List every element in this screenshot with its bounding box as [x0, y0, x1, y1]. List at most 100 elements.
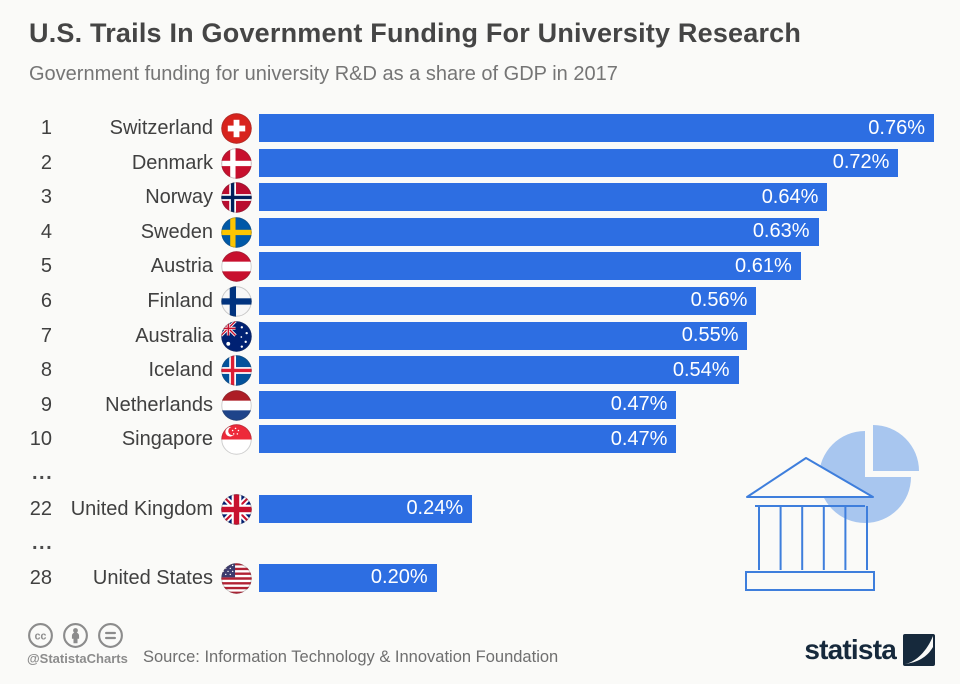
source-note: Source: Information Technology & Innovat… — [143, 648, 559, 666]
bar-track: 0.61% — [259, 252, 934, 281]
value-label: 0.47% — [610, 427, 668, 450]
chart-row: 5 Austria 0.61% — [0, 251, 960, 283]
netherlands-flag-icon — [221, 390, 252, 421]
austria-flag-icon — [221, 251, 252, 283]
statista-logo-text: statista — [804, 634, 896, 665]
rank-label: 5 — [40, 255, 52, 278]
chart-row: 1 Switzerland 0.76% — [0, 113, 960, 144]
chart-row: 2 Denmark 0.72% — [0, 147, 960, 179]
value-bar: 0.54% — [259, 356, 739, 385]
rank-label: 28 — [29, 566, 52, 589]
page-title: U.S. Trails In Government Funding For Un… — [29, 18, 802, 48]
page-subtitle: Government funding for university R&D as… — [29, 63, 618, 85]
rank-label: 22 — [29, 497, 52, 520]
norway-flag-icon — [221, 182, 252, 213]
ellipsis-row: ... — [0, 529, 960, 557]
rank-label: 6 — [40, 289, 52, 312]
value-label: 0.72% — [832, 151, 890, 174]
svg-text:cc: cc — [35, 630, 47, 642]
rank-label: 9 — [40, 393, 52, 416]
chart-row: 7 Australia 0.55% — [0, 320, 960, 352]
country-label: Sweden — [140, 220, 213, 243]
value-bar: 0.47% — [259, 390, 677, 419]
bar-track: 0.54% — [259, 356, 934, 385]
chart-row: 28 United States 0.20% — [0, 563, 960, 594]
cc-icon: cc — [28, 623, 53, 648]
bar-track: 0.63% — [259, 217, 934, 246]
bar-track: 0.64% — [259, 183, 934, 212]
value-label: 0.20% — [370, 566, 428, 589]
rank-label: 7 — [40, 324, 52, 347]
chart-row: 8 Iceland 0.54% — [0, 355, 960, 386]
country-label: Australia — [135, 324, 213, 347]
cc-license-badges: cc — [27, 622, 124, 649]
value-label: 0.47% — [610, 393, 668, 416]
bar-track: 0.20% — [259, 563, 934, 592]
value-bar: 0.56% — [259, 286, 757, 315]
attribution-icon — [63, 623, 88, 648]
value-label: 0.56% — [690, 289, 748, 312]
statista-logo-mark-icon — [903, 634, 935, 666]
united-kingdom-flag-icon — [221, 493, 252, 525]
singapore-flag-icon — [221, 424, 252, 456]
finland-flag-icon — [221, 286, 252, 317]
rank-label: 10 — [29, 428, 52, 451]
no-derivatives-icon — [98, 623, 123, 648]
chart-row: 4 Sweden 0.63% — [0, 217, 960, 248]
value-bar: 0.76% — [259, 114, 934, 142]
ellipsis-label: ... — [32, 531, 54, 554]
country-label: United States — [92, 566, 213, 589]
bar-track: 0.24% — [259, 494, 934, 523]
country-label: Norway — [145, 186, 213, 209]
denmark-flag-icon — [221, 147, 252, 179]
country-label: Switzerland — [109, 117, 213, 139]
country-label: Singapore — [121, 428, 213, 451]
rank-label: 1 — [40, 117, 52, 139]
value-bar: 0.72% — [259, 148, 899, 177]
rank-label: 3 — [40, 186, 52, 209]
country-label: Finland — [147, 289, 213, 312]
value-bar: 0.24% — [259, 494, 473, 523]
value-label: 0.64% — [761, 185, 819, 208]
united-states-flag-icon — [221, 563, 252, 594]
value-label: 0.61% — [735, 254, 792, 277]
value-label: 0.76% — [868, 116, 925, 139]
country-label: Netherlands — [105, 393, 213, 416]
chart-row: 6 Finland 0.56% — [0, 286, 960, 317]
value-label: 0.63% — [752, 220, 810, 243]
bar-track: 0.56% — [259, 286, 934, 315]
statista-logo: statista — [804, 634, 935, 666]
value-bar: 0.61% — [259, 252, 801, 281]
value-bar: 0.63% — [259, 217, 819, 246]
australia-flag-icon — [221, 320, 252, 352]
iceland-flag-icon — [221, 355, 252, 386]
value-label: 0.24% — [406, 497, 464, 520]
country-label: Iceland — [148, 359, 214, 382]
rank-label: 4 — [40, 220, 52, 243]
sweden-flag-icon — [221, 217, 252, 248]
country-label: Denmark — [131, 151, 213, 174]
value-bar: 0.20% — [259, 563, 437, 592]
value-bar: 0.47% — [259, 425, 677, 454]
bar-track: 0.47% — [259, 425, 934, 454]
chart-row: 9 Netherlands 0.47% — [0, 390, 960, 421]
bar-track: 0.47% — [259, 390, 934, 419]
ellipsis-row: ... — [0, 460, 960, 488]
ellipsis-label: ... — [32, 462, 54, 485]
bar-track: 0.72% — [259, 148, 934, 177]
country-label: United Kingdom — [70, 497, 213, 520]
statista-charts-handle: @StatistaCharts — [27, 651, 128, 666]
bar-chart: 1 Switzerland 0.76% 2 Denmark 0.72% 3 No… — [0, 113, 960, 598]
bar-track: 0.76% — [259, 114, 934, 142]
switzerland-flag-icon — [221, 113, 252, 144]
chart-row: 3 Norway 0.64% — [0, 182, 960, 213]
value-bar: 0.55% — [259, 321, 748, 350]
value-label: 0.55% — [681, 324, 739, 347]
university-building-pie-icon — [745, 425, 919, 591]
chart-row: 10 Singapore 0.47% — [0, 424, 960, 456]
value-bar: 0.64% — [259, 183, 828, 212]
value-label: 0.54% — [672, 358, 730, 381]
rank-label: 8 — [40, 359, 52, 382]
rank-label: 2 — [40, 151, 52, 174]
